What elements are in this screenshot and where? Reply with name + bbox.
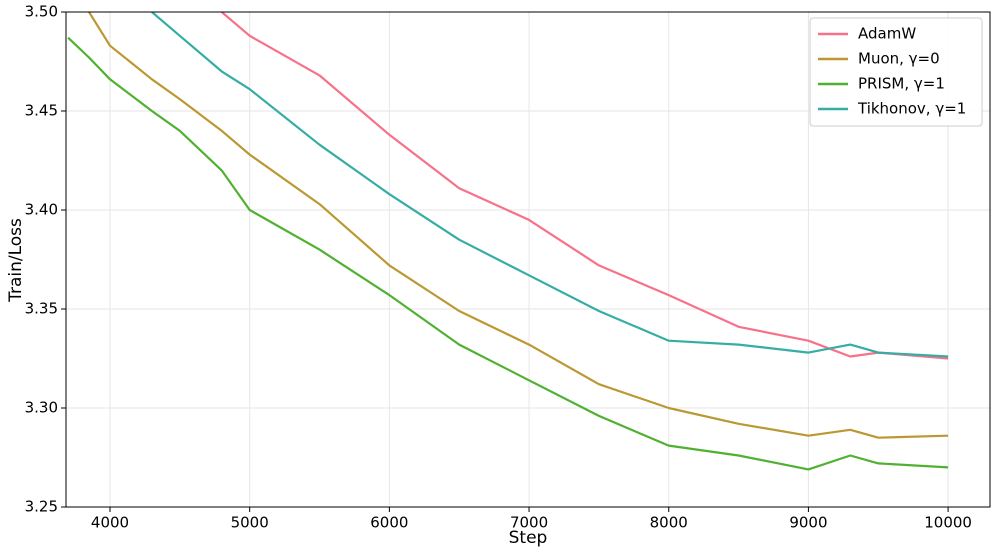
y-tick-label: 3.45 [25,102,58,120]
x-tick-label: 5000 [231,514,269,532]
y-tick-label: 3.25 [25,498,58,516]
x-tick-label: 7000 [510,514,548,532]
y-tick-label: 3.50 [25,3,58,21]
x-tick-label: 8000 [650,514,688,532]
legend-label: Tikhonov, γ=1 [857,100,966,118]
x-axis-label: Step [509,528,548,548]
series-line [151,12,949,358]
y-axis-label: Train/Loss [6,218,26,303]
series-line [88,12,949,439]
legend-label: Muon, γ=0 [858,50,940,68]
y-tick-label: 3.30 [25,399,58,417]
y-tick-label: 3.35 [25,300,58,318]
legend-label: AdamW [858,25,916,43]
x-tick-label: 6000 [370,514,408,532]
legend-label: PRISM, γ=1 [858,75,945,93]
legend-box [809,17,983,127]
plot-frame [65,11,991,508]
x-tick-label: 4000 [91,514,129,532]
series-line [67,36,949,471]
plot-lines [67,12,949,471]
series-line [220,12,949,360]
x-tick-label: 9000 [789,514,827,532]
x-tick-label: 10000 [924,514,972,532]
y-tick-label: 3.40 [25,201,58,219]
